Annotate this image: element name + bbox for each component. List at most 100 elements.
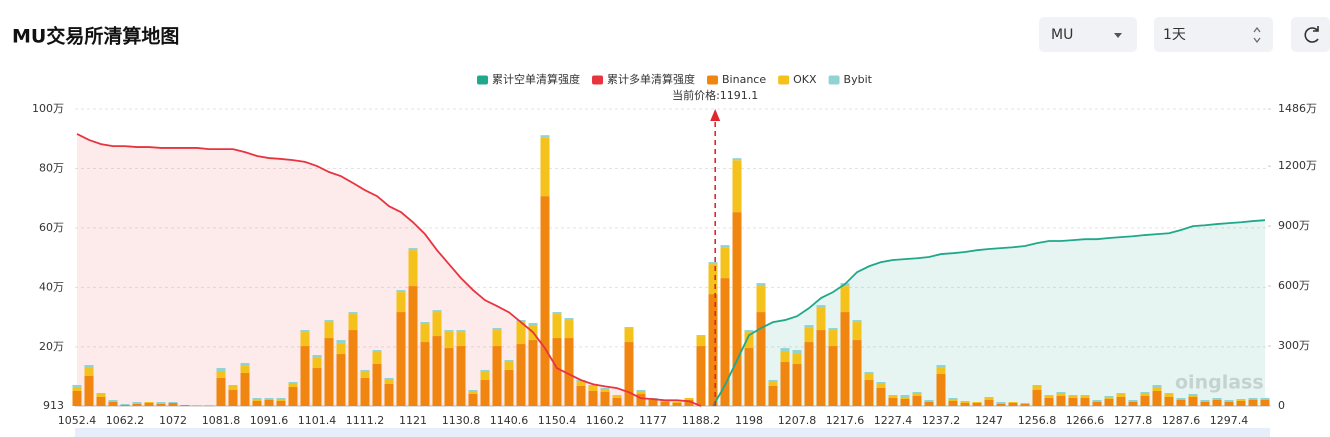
x-tick-label: 1052.4: [58, 414, 97, 427]
bar-segment: [948, 398, 958, 400]
bar-segment: [1092, 401, 1102, 403]
bar-segment: [1056, 393, 1066, 397]
legend-swatch: [707, 75, 719, 85]
bar-segment: [804, 327, 814, 343]
bar-segment: [132, 404, 142, 406]
refresh-button[interactable]: [1291, 17, 1330, 52]
page-title: MU交易所清算地图: [12, 25, 179, 48]
bar-segment: [636, 394, 646, 406]
bar-segment: [1236, 401, 1246, 406]
bar-segment: [240, 373, 250, 406]
bar-segment: [1056, 392, 1066, 394]
bar-segment: [552, 312, 562, 315]
bar-segment: [444, 331, 454, 349]
bar-segment: [96, 394, 106, 398]
bar-segment: [204, 405, 214, 406]
bar-segment: [84, 365, 94, 369]
bar-segment: [264, 399, 274, 401]
bar-segment: [720, 247, 730, 279]
bar-segment: [852, 320, 862, 323]
bar-segment: [888, 395, 898, 397]
legend-label: 累计空单清算强度: [492, 72, 580, 86]
bar-segment: [672, 403, 682, 406]
bar-segment: [972, 403, 982, 406]
bar-segment: [756, 312, 766, 406]
bar-segment: [420, 324, 430, 343]
bar-segment: [324, 338, 334, 406]
range-value[interactable]: 1天: [1163, 27, 1186, 43]
bar-segment: [120, 405, 130, 406]
x-tick-label: 1121: [399, 414, 427, 427]
bar-segment: [408, 248, 418, 251]
bar-segment: [492, 330, 502, 347]
bar-segment: [852, 322, 862, 341]
bar-segment: [576, 386, 586, 406]
bar-segment: [372, 352, 382, 365]
legend-swatch: [828, 75, 840, 85]
bar-segment: [684, 398, 694, 401]
bar-segment: [444, 330, 454, 332]
bar-segment: [192, 405, 202, 406]
bar-segment: [288, 382, 298, 384]
bar-segment: [1176, 398, 1186, 400]
bar-segment: [540, 135, 550, 138]
x-tick-label: 1207.8: [778, 414, 817, 427]
range-select[interactable]: [1154, 17, 1273, 52]
bar-segment: [432, 336, 442, 406]
bar-segment: [900, 395, 910, 398]
symbol-select[interactable]: [1039, 17, 1137, 52]
bar-segment: [1068, 395, 1078, 397]
bar-segment: [1008, 402, 1018, 404]
bar-segment: [216, 371, 226, 379]
bar-segment: [468, 390, 478, 392]
bar-segment: [1164, 393, 1174, 395]
bar-segment: [432, 310, 442, 313]
bar-segment: [696, 336, 706, 347]
y2-tick-label: 900万: [1278, 219, 1310, 232]
bar-segment: [1128, 402, 1138, 406]
bar-segment: [1140, 396, 1150, 406]
bar-segment: [588, 391, 598, 406]
bar-segment: [888, 398, 898, 406]
legend-item[interactable]: 累计空单清算强度: [477, 72, 580, 86]
bar-segment: [936, 365, 946, 368]
bar-segment: [732, 158, 742, 161]
bar-segment: [276, 398, 286, 400]
bar-segment: [372, 364, 382, 406]
bar-segment: [624, 328, 634, 343]
bar-segment: [276, 401, 286, 406]
legend-item[interactable]: 累计多单清算强度: [592, 72, 695, 86]
x-tick-label: 1247: [975, 414, 1003, 427]
bar-segment: [1032, 386, 1042, 391]
bar-segment: [384, 379, 394, 385]
bar-segment: [396, 312, 406, 406]
bar-segment: [1212, 399, 1222, 401]
bar-segment: [756, 286, 766, 313]
bar-segment: [1104, 399, 1114, 406]
bar-segment: [1188, 395, 1198, 398]
bar-segment: [72, 387, 82, 392]
bar-segment: [708, 264, 718, 295]
x-tick-label: 1256.8: [1018, 414, 1057, 427]
bar-segment: [180, 405, 190, 406]
legend-item[interactable]: Binance: [707, 73, 766, 86]
bar-segment: [228, 386, 238, 391]
bar-segment: [96, 393, 106, 395]
bar-segment: [924, 401, 934, 403]
bar-segment: [984, 397, 994, 399]
zoom-bar[interactable]: [75, 428, 1270, 437]
bar-segment: [660, 402, 670, 406]
bar-segment: [516, 344, 526, 406]
bar-segment: [240, 363, 250, 367]
symbol-value[interactable]: MU: [1051, 27, 1073, 43]
bar-segment: [1224, 400, 1234, 402]
bar-segment: [84, 376, 94, 406]
legend-item[interactable]: Bybit: [828, 73, 873, 86]
y-tick-label: 913: [43, 399, 64, 412]
legend-item[interactable]: OKX: [778, 73, 817, 86]
y2-tick-label: 0: [1278, 399, 1285, 412]
bar-segment: [756, 283, 766, 287]
bar-segment: [1080, 398, 1090, 406]
bar-segment: [612, 398, 622, 406]
bar-segment: [552, 314, 562, 339]
